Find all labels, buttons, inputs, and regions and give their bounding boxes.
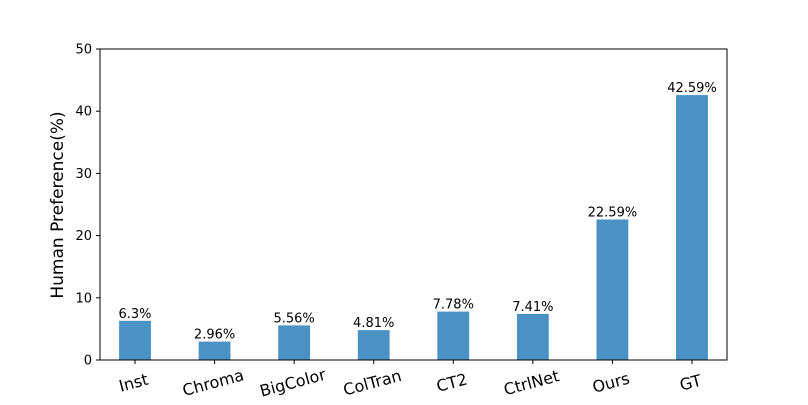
bar-value-label: 7.41% [512, 300, 553, 315]
bar-chroma [198, 341, 231, 360]
y-tick-label: 50 [75, 43, 92, 58]
y-tick-label: 0 [84, 354, 92, 369]
bar-value-label: 2.96% [194, 328, 235, 343]
bar-bigcolor [278, 325, 311, 360]
y-tick-label: 10 [75, 291, 92, 306]
y-tick-label: 30 [75, 167, 92, 182]
bar-value-label: 42.59% [667, 81, 717, 96]
bar-ct2 [437, 311, 470, 360]
plot-frame [99, 48, 728, 361]
bar-inst [119, 320, 151, 360]
value-labels-group: 6.3% 2.96% 5.56% 4.81% 7.78% 7.41% 22.59% 42.59… [118, 81, 716, 342]
y-tick-label: 40 [75, 105, 92, 120]
bar-ours [596, 219, 629, 360]
bar-value-label: 4.81% [353, 316, 394, 331]
bar-value-label: 6.3% [118, 307, 151, 322]
bar-value-label: 22.59% [588, 205, 638, 220]
bar-gt [676, 95, 708, 360]
bar-coltran [357, 330, 390, 360]
y-axis: 0 10 20 30 40 50 [75, 43, 100, 369]
y-tick-label: 20 [75, 229, 92, 244]
bar-value-label: 7.78% [433, 298, 474, 313]
bar-ctrlnet [516, 313, 549, 360]
bar-value-label: 5.56% [273, 311, 314, 326]
y-axis-label: Human Preference(%) [48, 111, 68, 298]
bars-group [119, 95, 708, 360]
